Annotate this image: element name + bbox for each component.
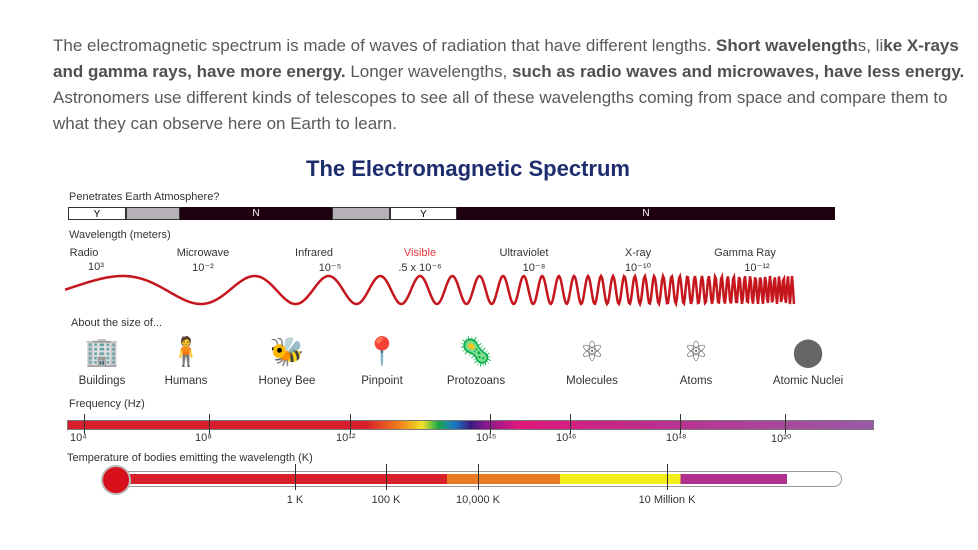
temperature-tick-label: 100 K <box>371 494 401 506</box>
wave-graphic <box>64 271 796 308</box>
intro-text: The electromagnetic spectrum is made of … <box>53 36 717 55</box>
size-label-item: Honey Bee <box>258 375 316 387</box>
band-wavelength: 10⁻⁵ <box>318 262 342 274</box>
frequency-bar <box>67 420 874 430</box>
penetrates-no: N <box>457 207 835 220</box>
humans-icon: 🧍 <box>168 336 204 367</box>
frequency-tick <box>680 414 681 434</box>
atom-icon: ⚛ <box>683 336 709 367</box>
frequency-tick <box>84 414 85 434</box>
frequency-tick <box>350 414 351 434</box>
band-name: Microwave <box>176 247 230 259</box>
frequency-tick <box>490 414 491 434</box>
band-wavelength: .5 x 10⁻⁶ <box>398 262 442 274</box>
penetrates-partial <box>126 207 180 220</box>
band-name: Ultraviolet <box>499 247 549 259</box>
band-wavelength: 10⁻¹² <box>744 262 770 274</box>
temperature-label: Temperature of bodies emitting the wavel… <box>67 452 313 464</box>
size-label-item: Humans <box>164 375 208 387</box>
temperature-tick-label: 10,000 K <box>455 494 501 506</box>
intro-paragraph: The electromagnetic spectrum is made of … <box>53 33 978 137</box>
intro-bold: Short wavelength <box>716 36 858 55</box>
temperature-tick <box>386 464 387 490</box>
temperature-tick-label: 1 K <box>286 494 304 506</box>
frequency-tick-label: 10⁴ <box>70 432 87 444</box>
size-label-item: Protozoans <box>446 375 506 387</box>
frequency-tick-label: 10¹⁵ <box>476 432 497 444</box>
band-wavelength: 10⁻⁸ <box>522 262 546 274</box>
penetrates-no: N <box>180 207 332 220</box>
size-label-item: Atoms <box>679 375 713 387</box>
size-label-item: Pinpoint <box>361 375 403 387</box>
penetrates-yes-radio: Y <box>68 207 126 220</box>
size-label-item: Molecules <box>566 375 618 387</box>
intro-text: s, li <box>857 36 884 55</box>
frequency-tick-label: 10¹⁸ <box>666 432 687 444</box>
band-wavelength: 10⁻¹⁰ <box>624 262 652 274</box>
penetrates-label: Penetrates Earth Atmosphere? <box>69 191 220 203</box>
temperature-tick <box>478 464 479 490</box>
intro-bold: ke X-rays and gamma rays, have more ener… <box>53 36 959 81</box>
honey-bee-icon: 🐝 <box>269 336 305 367</box>
thermometer-bulb <box>101 465 131 495</box>
frequency-tick-label: 10²⁰ <box>771 433 792 445</box>
band-name: Gamma Ray <box>714 247 776 259</box>
band-wavelength: 10³ <box>88 261 104 273</box>
protozoan-icon: 🦠 <box>458 336 494 367</box>
band-wavelength: 10⁻² <box>192 262 214 274</box>
molecule-icon: ⚛ <box>579 336 605 367</box>
frequency-tick <box>570 414 571 434</box>
atomic-nucleus-icon: ⬤ <box>792 336 824 367</box>
band-name: Radio <box>69 247 99 259</box>
frequency-tick-label: 10¹⁶ <box>556 432 577 444</box>
thermometer-fill <box>120 474 787 484</box>
frequency-tick <box>785 414 786 434</box>
size-label: About the size of... <box>71 317 163 329</box>
penetrates-partial <box>332 207 390 220</box>
pinpoint-icon: 📍 <box>364 336 400 367</box>
band-name: Visible <box>403 247 437 259</box>
intro-text: Longer wavelengths, <box>345 62 512 81</box>
frequency-tick-label: 10¹² <box>336 432 356 444</box>
size-label-item: Atomic Nuclei <box>772 375 844 387</box>
intro-text: Astronomers use different kinds of teles… <box>53 88 948 133</box>
frequency-label: Frequency (Hz) <box>69 398 145 410</box>
wave-line <box>64 271 796 308</box>
diagram-title: The Electromagnetic Spectrum <box>306 156 630 181</box>
temperature-tick <box>295 464 296 490</box>
frequency-tick-label: 10⁸ <box>195 432 212 444</box>
size-label-item: Buildings <box>78 375 126 387</box>
wavelength-label: Wavelength (meters) <box>69 229 171 241</box>
temperature-tick-label: 10 Million K <box>638 494 696 506</box>
frequency-tick <box>209 414 210 434</box>
building-icon: 🏢 <box>84 336 120 367</box>
penetrates-yes-visible: Y <box>390 207 457 220</box>
intro-bold: such as radio waves and microwaves, have… <box>511 62 965 81</box>
band-name: Infrared <box>295 247 333 259</box>
band-name: X-ray <box>624 247 652 259</box>
temperature-tick <box>667 464 668 490</box>
